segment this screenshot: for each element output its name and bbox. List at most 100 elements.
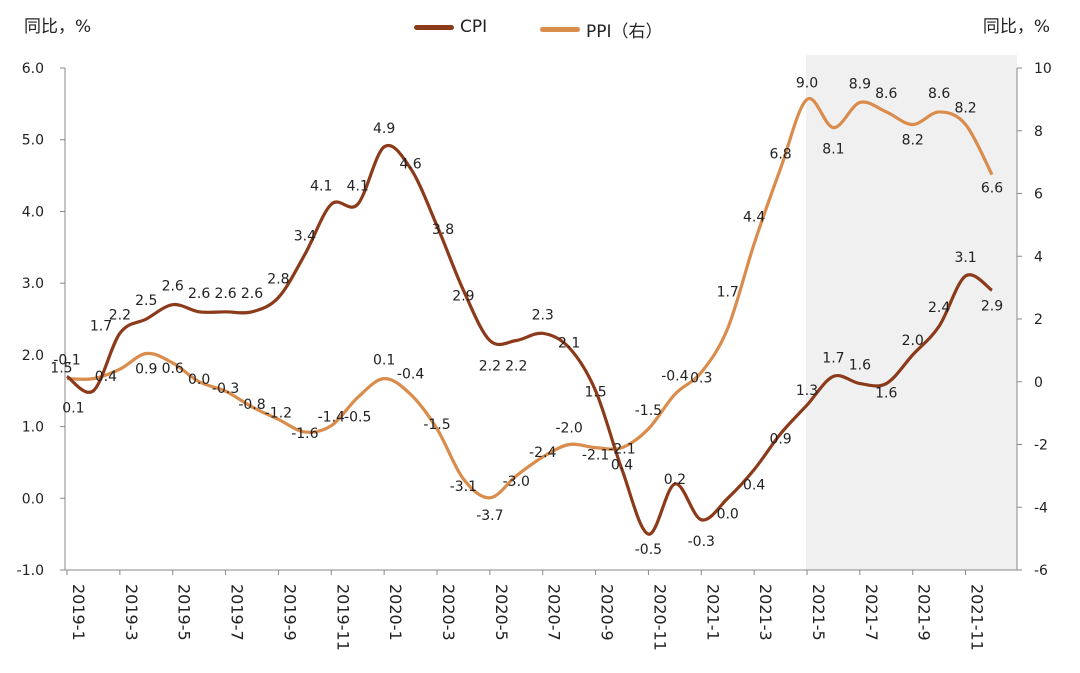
ppi-data-label: -2.1 xyxy=(608,442,635,458)
cpi-data-label: 4.6 xyxy=(399,156,421,172)
x-tick-label: 2021-9 xyxy=(915,584,934,641)
right-tick-label: 0 xyxy=(1034,375,1043,391)
cpi-data-label: 2.6 xyxy=(214,286,236,302)
ppi-data-label: 0.0 xyxy=(188,372,210,388)
ppi-data-label: 8.2 xyxy=(902,132,924,148)
ppi-data-label: -3.7 xyxy=(476,508,503,524)
legend-label-ppi: PPI（右） xyxy=(586,22,663,42)
cpi-data-label: -0.3 xyxy=(688,534,715,550)
ppi-data-label: 0.6 xyxy=(162,361,184,377)
ppi-data-label: -1.5 xyxy=(635,403,662,419)
left-tick-label: 6.0 xyxy=(22,61,44,77)
ppi-data-label: 6.6 xyxy=(981,181,1003,197)
left-tick-label: -1.0 xyxy=(17,563,44,579)
right-tick-label: 4 xyxy=(1034,249,1043,265)
ppi-data-label: 8.9 xyxy=(849,77,871,93)
shaded-period xyxy=(806,55,1017,570)
x-tick-label: 2020-5 xyxy=(492,584,511,641)
cpi-data-label: 1.6 xyxy=(875,386,897,402)
right-tick-label: 2 xyxy=(1034,312,1043,328)
cpi-data-label: 0.2 xyxy=(664,472,686,488)
right-axis-unit: 同比，% xyxy=(982,17,1050,37)
ppi-line xyxy=(66,97,994,500)
x-tick-label: 2019-9 xyxy=(280,584,299,641)
legend-item-ppi: PPI（右） xyxy=(540,17,663,42)
x-tick-label: 2019-11 xyxy=(333,584,352,651)
legend-item-cpi: CPI xyxy=(414,17,487,37)
x-tick-label: 2019-1 xyxy=(69,584,88,641)
cpi-data-label: 1.7 xyxy=(822,350,844,366)
legend-label-cpi: CPI xyxy=(460,17,488,37)
cpi-line xyxy=(66,143,993,536)
ppi-data-label: 8.1 xyxy=(822,142,844,158)
cpi-data-label: 1.7 xyxy=(90,318,112,334)
ppi-data-label: 0.3 xyxy=(690,370,712,386)
ppi-data-label: 9.0 xyxy=(796,75,818,91)
cpi-data-label: 1.3 xyxy=(796,383,818,399)
cpi-data-label: 2.6 xyxy=(241,286,263,302)
cpi-data-label: 3.1 xyxy=(954,250,976,266)
ppi-data-label: 0.4 xyxy=(95,369,117,385)
cpi-data-label: 2.1 xyxy=(558,336,580,352)
ppi-data-label: 6.8 xyxy=(769,146,791,162)
x-tick-label: 2021-1 xyxy=(703,584,722,641)
right-tick-label: 6 xyxy=(1034,187,1043,203)
legend-swatch-ppi xyxy=(540,27,580,32)
right-tick-label: 10 xyxy=(1034,61,1052,77)
cpi-data-label: 4.9 xyxy=(373,121,395,137)
ppi-data-label: 0.1 xyxy=(62,401,84,417)
ppi-data-label: -2.4 xyxy=(529,445,556,461)
x-tick-label: 2020-1 xyxy=(386,584,405,641)
cpi-data-label: 2.2 xyxy=(479,359,501,375)
cpi-data-label: 2.6 xyxy=(188,286,210,302)
cpi-data-label: 2.2 xyxy=(505,359,527,375)
cpi-data-label: -0.5 xyxy=(635,542,662,558)
x-tick-label: 2019-7 xyxy=(228,584,247,641)
cpi-data-label: 2.5 xyxy=(135,293,157,309)
ppi-data-label: -3.1 xyxy=(450,479,477,495)
ppi-data-label: 8.6 xyxy=(928,86,950,102)
right-tick-label: -2 xyxy=(1034,438,1048,454)
right-tick-label: -6 xyxy=(1034,563,1048,579)
ppi-data-label: -2.1 xyxy=(582,448,609,464)
left-tick-label: 1.0 xyxy=(22,420,44,436)
x-tick-label: 2021-3 xyxy=(756,584,775,641)
x-tick-label: 2020-11 xyxy=(650,584,669,651)
left-axis-unit: 同比，% xyxy=(24,17,92,37)
ppi-data-label: -0.4 xyxy=(661,368,688,384)
ppi-data-label: -3.0 xyxy=(503,474,530,490)
cpi-data-label: 4.1 xyxy=(310,178,332,194)
cpi-data-label: 2.2 xyxy=(109,307,131,323)
ppi-data-label: 1.7 xyxy=(717,284,739,300)
cpi-data-label: 1.5 xyxy=(584,385,606,401)
left-tick-label: 3.0 xyxy=(22,276,44,292)
ppi-data-label: 4.4 xyxy=(743,210,765,226)
ppi-data-label: -0.1 xyxy=(53,353,80,369)
ppi-data-label: -0.5 xyxy=(344,409,371,425)
cpi-data-label: 2.4 xyxy=(928,300,950,316)
x-tick-label: 2019-3 xyxy=(122,584,141,641)
cpi-data-label: 0.0 xyxy=(717,506,739,522)
cpi-data-label: 2.9 xyxy=(452,288,474,304)
cpi-data-label: 0.4 xyxy=(611,458,633,474)
ppi-data-label: -2.0 xyxy=(555,421,582,437)
left-tick-label: 4.0 xyxy=(22,204,44,220)
left-tick-label: 2.0 xyxy=(22,348,44,364)
x-tick-label: 2021-7 xyxy=(862,584,881,641)
cpi-data-label: 1.5 xyxy=(50,361,72,377)
ppi-data-label: -0.4 xyxy=(397,366,424,382)
cpi-data-label: 2.9 xyxy=(981,298,1003,314)
ppi-data-label: 8.6 xyxy=(875,86,897,102)
x-tick-label: 2020-3 xyxy=(439,584,458,641)
ppi-data-label: -1.5 xyxy=(423,417,450,433)
ppi-data-label: -1.6 xyxy=(291,426,318,442)
ppi-data-label: 0.9 xyxy=(135,362,157,378)
right-tick-label: 8 xyxy=(1034,124,1043,140)
left-tick-label: 5.0 xyxy=(22,133,44,149)
x-tick-label: 2019-5 xyxy=(175,584,194,641)
ppi-data-label: 0.1 xyxy=(373,353,395,369)
ppi-data-label: -0.8 xyxy=(238,397,265,413)
cpi-data-label: 0.9 xyxy=(769,432,791,448)
right-tick-label: -4 xyxy=(1034,500,1048,516)
